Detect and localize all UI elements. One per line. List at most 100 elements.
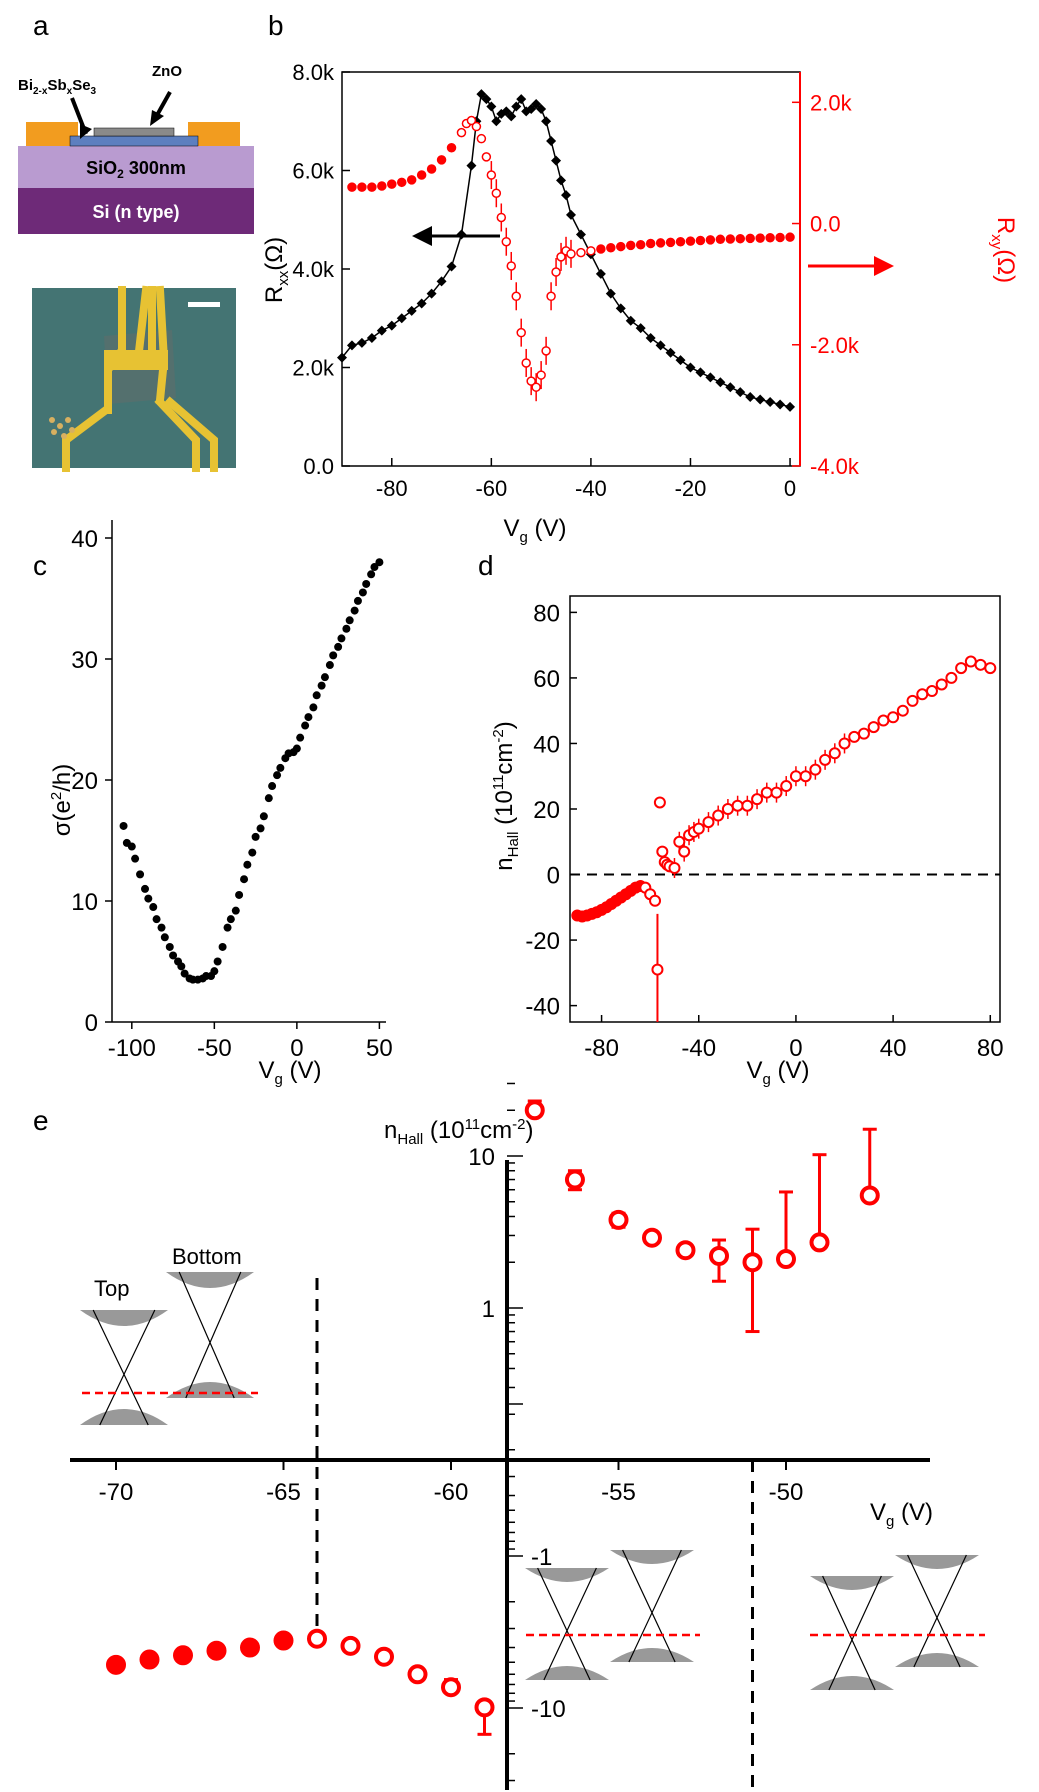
b-point-rxy	[755, 233, 765, 243]
d-point	[741, 799, 754, 812]
e-point	[106, 1654, 126, 1675]
b-point-rxy	[625, 240, 636, 251]
e-ytick-label: -1	[531, 1544, 552, 1571]
b-point-rxx	[556, 175, 567, 186]
b-point-rxx	[386, 320, 397, 331]
e-xtick-label: -70	[99, 1479, 134, 1506]
b-point-rxx	[366, 332, 377, 343]
c-point	[180, 969, 189, 978]
c-point	[210, 967, 219, 976]
b-point-rxy	[347, 182, 357, 192]
conduction-band	[810, 1576, 894, 1590]
b-xtick-label: -60	[475, 476, 507, 501]
c-point	[345, 616, 354, 625]
d-ylabel: nHall (1011cm-2)	[490, 721, 522, 870]
b-ytick-left-label: 8.0k	[292, 60, 335, 85]
b-point-rxy	[481, 152, 492, 162]
b-point-rxy	[521, 358, 531, 368]
b-point-rxy	[536, 370, 546, 380]
dirac-line	[628, 1549, 682, 1663]
c-point	[375, 558, 384, 567]
c-point	[301, 721, 310, 730]
b-ytick-right-label: -4.0k	[810, 454, 860, 479]
d-point	[828, 747, 841, 760]
d-xtick-label: 40	[880, 1035, 907, 1062]
dirac-line	[828, 1575, 882, 1691]
dirac-line	[178, 1271, 235, 1399]
b-point-rxy	[516, 327, 526, 338]
b-point-rxx	[715, 377, 726, 388]
b-point-rxx	[765, 396, 776, 407]
c-point	[362, 579, 371, 588]
b-point-rxx	[376, 325, 387, 336]
b-point-rxy	[705, 235, 716, 245]
b-point-rxy	[526, 376, 536, 386]
e-point	[742, 1252, 763, 1273]
e-point	[139, 1649, 160, 1670]
e-xtick-label: -55	[601, 1479, 636, 1506]
panel-label-c: c	[33, 550, 47, 581]
c-point	[160, 933, 169, 942]
e-point	[859, 1185, 880, 1206]
e-point	[809, 1232, 830, 1253]
c-point	[329, 651, 338, 660]
d-point	[780, 780, 793, 793]
substrate-layer	[18, 188, 254, 234]
b-ylabel-left: Rxx(Ω)	[261, 237, 292, 303]
c-ytick-label: 10	[71, 889, 98, 916]
b-point-rxx	[486, 101, 497, 112]
arrow-cap	[154, 91, 172, 118]
b-xlabel: Vg (V)	[503, 515, 566, 546]
b-point-rxy	[675, 236, 686, 247]
d-point	[673, 835, 686, 848]
c-point	[350, 606, 359, 615]
e-inset-cone-6	[895, 1554, 979, 1668]
c-point	[358, 588, 367, 597]
substrate-label: Si (n type)	[92, 202, 179, 222]
b-point-rxy	[387, 179, 397, 189]
b-point-rxx	[416, 298, 427, 309]
b-point-rxy	[446, 143, 457, 153]
dirac-line	[913, 1554, 967, 1668]
d-point	[809, 763, 822, 776]
c-point	[144, 894, 153, 903]
d-xlabel: Vg (V)	[746, 1057, 809, 1088]
b-point-rxy	[785, 232, 795, 242]
d-point	[668, 861, 681, 874]
oxide-layer	[18, 146, 254, 188]
b-point-rxx	[675, 355, 686, 366]
e-inset-top-label: Top	[94, 1276, 129, 1301]
c-point	[268, 782, 277, 791]
b-point-rxx	[337, 352, 347, 363]
c-point	[157, 923, 166, 932]
b-point-rxy	[466, 115, 477, 126]
b-ytick-right-label: 2.0k	[810, 90, 853, 115]
c-point	[119, 821, 128, 830]
device-micrograph	[32, 285, 236, 472]
b-point-rxx	[491, 116, 502, 127]
b-point-rxx	[446, 261, 457, 272]
c-point	[256, 824, 265, 833]
d-point	[935, 678, 948, 691]
film-label: Bi2-xSbxSe3	[18, 77, 97, 97]
b-point-rxx	[396, 313, 407, 324]
d-point	[867, 721, 880, 734]
e-point	[564, 1169, 585, 1190]
c-point	[251, 832, 260, 841]
b-point-rxx	[785, 401, 796, 412]
dirac-line	[92, 1309, 149, 1426]
b-point-rxy	[715, 234, 726, 245]
d-point	[789, 770, 802, 783]
d-point	[857, 727, 870, 740]
d-ytick-label: -20	[525, 928, 560, 955]
d-point	[964, 655, 977, 668]
b-ytick-left-label: 6.0k	[292, 159, 335, 184]
b-point-rxy	[491, 188, 502, 198]
d-point	[799, 770, 812, 783]
d-xtick-label: -80	[584, 1035, 619, 1062]
c-point	[218, 942, 227, 951]
d-point	[653, 796, 666, 809]
b-point-rxy	[511, 291, 521, 302]
b-point-rxy	[426, 164, 437, 174]
d-ytick-label: 80	[533, 600, 560, 627]
